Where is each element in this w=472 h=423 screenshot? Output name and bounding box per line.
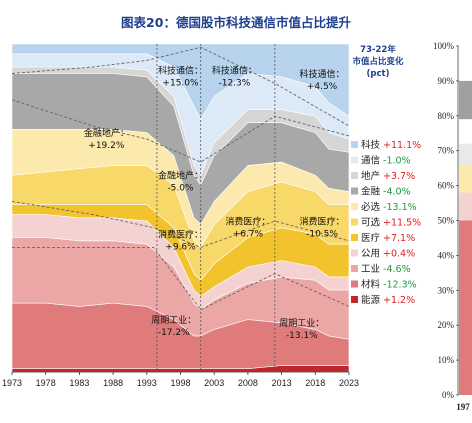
legend-item: 地产 +3.7% (361, 170, 415, 182)
right-chart-band (459, 220, 472, 395)
right-x-tick-label: 197 (456, 402, 470, 412)
area-科技 (12, 44, 349, 121)
x-tick-label: 1973 (2, 378, 22, 388)
right-chart-band (459, 164, 472, 193)
x-tick-label: 2008 (238, 378, 258, 388)
right-y-tick-label: 60% (438, 181, 455, 191)
legend-header: 73-22年 (360, 44, 396, 55)
legend-swatch (351, 234, 358, 241)
right-chart-band (459, 80, 472, 120)
legend-header: 市值占比变化 (352, 56, 404, 67)
legend-item: 科技 +11.1% (361, 139, 421, 151)
annotation-0: 金融地产：+19.2% (84, 127, 129, 151)
trend-line-2 (12, 246, 349, 311)
legend-swatch (351, 203, 358, 210)
annotation-3: 科技通信：+4.5% (300, 68, 345, 92)
legend-swatch (351, 218, 358, 226)
legend-item: 必选 -13.1% (361, 201, 417, 213)
legend-item: 金融 -4.0% (361, 186, 411, 198)
x-tick-label: 2023 (339, 378, 359, 388)
right-chart-band (459, 119, 472, 144)
x-tick-label: 1983 (69, 378, 89, 388)
legend-swatch (351, 187, 358, 195)
legend-swatch (351, 172, 358, 179)
legend-item: 可选 +11.5% (361, 217, 421, 229)
right-y-tick-label: 90% (438, 76, 455, 86)
right-y-tick-label: 0% (442, 390, 455, 400)
annotation-5: 消费医疗：+9.6% (158, 229, 203, 253)
right-y-tick-label: 80% (438, 111, 455, 121)
annotation-8: 周期工业：-17.2% (151, 315, 196, 338)
x-tick-label: 1993 (137, 378, 157, 388)
x-tick-label: 1978 (36, 378, 56, 388)
x-tick-label: 2003 (204, 378, 224, 388)
annotation-4: 金融地产：-5.0% (158, 169, 203, 193)
annotation-9: 周期工业：-13.1% (279, 318, 324, 341)
right-y-tick-label: 70% (438, 146, 455, 156)
legend-item: 公用 +0.4% (361, 249, 415, 260)
annotation-6: 消费医疗：+6.7% (225, 215, 270, 239)
x-tick-label: 2018 (305, 378, 325, 388)
annotation-2: 科技通信：-12.3% (212, 65, 257, 89)
legend-swatch (351, 296, 358, 303)
legend-swatch (351, 265, 358, 272)
x-tick-label: 1988 (103, 378, 123, 388)
legend-item: 能源 +1.2% (361, 294, 415, 306)
legend-swatch (351, 156, 358, 164)
legend-item: 工业 -4.6% (361, 264, 411, 275)
legend-item: 医疗 +7.1% (361, 232, 415, 244)
legend-header: (pct) (367, 69, 390, 79)
right-y-tick-label: 100% (433, 41, 455, 51)
x-tick-label: 1998 (170, 378, 190, 388)
right-y-tick-label: 20% (438, 320, 455, 330)
annotation-7: 消费医疗：-10.5% (300, 215, 345, 239)
right-chart-band (459, 192, 472, 221)
annotation-1: 科技通信：+15.0% (158, 65, 203, 89)
legend-swatch (351, 141, 358, 148)
legend-item: 通信 -1.0% (361, 155, 411, 167)
x-tick-label: 2013 (272, 378, 292, 388)
chart-title: 图表20：德国股市科技通信市值占比提升 (121, 15, 351, 30)
right-y-tick-label: 50% (438, 216, 455, 226)
trend-line-0 (12, 99, 349, 163)
right-y-tick-label: 10% (438, 355, 455, 365)
right-y-tick-label: 30% (438, 285, 455, 295)
right-chart-band (459, 46, 472, 81)
right-y-tick-label: 40% (438, 250, 455, 260)
legend-swatch (351, 280, 358, 288)
trend-line-3 (12, 46, 349, 127)
legend-swatch (351, 249, 358, 257)
right-chart-band (459, 143, 472, 165)
legend-item: 材料 -12.3% (361, 279, 417, 291)
trend-line-1 (12, 200, 349, 248)
